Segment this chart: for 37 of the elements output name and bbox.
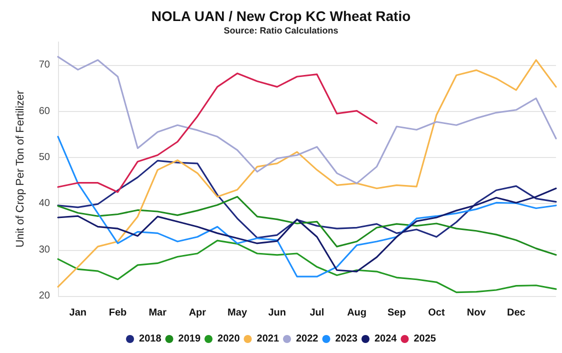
y-tick-label: 30	[38, 244, 50, 256]
x-tick-label: Nov	[466, 308, 486, 318]
line-series	[57, 136, 557, 278]
legend-label: 2024	[374, 334, 398, 344]
x-tick-label: Apr	[188, 308, 206, 318]
x-tick-label: Oct	[428, 308, 446, 318]
y-tick-label: 60	[38, 106, 50, 117]
y-tick-label: 40	[38, 198, 50, 210]
legend-label: 2022	[296, 334, 319, 344]
legend-label: 2019	[178, 334, 201, 344]
x-tick-label: Dec	[506, 308, 526, 318]
x-tick-label: Feb	[108, 308, 127, 318]
line-series	[57, 160, 557, 239]
chart-subtitle: Source: Ratio Calculations	[224, 26, 338, 36]
y-tick-label: 70	[38, 60, 50, 71]
legend-label: 2021	[256, 334, 280, 344]
x-tick-label: Mar	[148, 308, 167, 318]
x-tick-label: May	[228, 308, 248, 318]
legend-label: 2023	[335, 334, 358, 344]
line-series	[57, 188, 557, 272]
x-tick-label: Jun	[268, 308, 286, 318]
line-series	[57, 59, 557, 288]
legend-label: 2020	[218, 334, 240, 344]
y-tick-label: 20	[38, 290, 50, 302]
x-tick-label: Jul	[310, 308, 324, 318]
x-tick-label: Jan	[69, 308, 87, 318]
chart-title: NOLA UAN / New Crop KC Wheat Ratio	[151, 8, 411, 24]
line-series	[57, 72, 378, 193]
legend-label: 2018	[139, 334, 162, 344]
x-tick-label: Sep	[387, 308, 406, 318]
y-tick-label: 50	[38, 152, 50, 163]
x-tick-label: Aug	[347, 308, 367, 318]
line-series	[57, 56, 557, 184]
line-series	[57, 240, 557, 294]
line-series	[57, 196, 557, 256]
legend-label: 2025	[414, 334, 436, 344]
y-axis-title: Unit of Crop Per Ton of Fertilizer	[14, 90, 26, 248]
